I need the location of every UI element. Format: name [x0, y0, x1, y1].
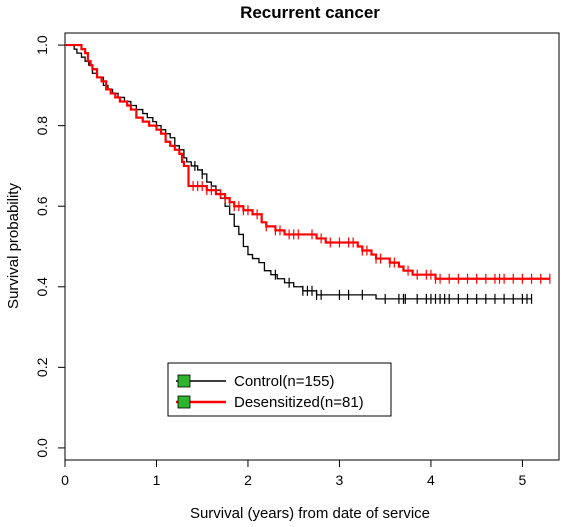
x-axis: 0 1 2 3 4 5: [61, 460, 527, 488]
y-tick-label: 1.0: [34, 35, 50, 55]
survival-curve-1: [65, 43, 550, 280]
y-axis-label: Survival probability: [5, 183, 22, 309]
chart-title: Recurrent cancer: [240, 3, 380, 22]
x-axis-label: Survival (years) from date of service: [190, 505, 430, 522]
legend-box: [167, 362, 392, 417]
y-axis: 0.0 0.2 0.4 0.6 0.8 1.0: [34, 35, 65, 458]
survival-curve-0: [65, 44, 532, 300]
y-tick-label: 0.4: [34, 277, 50, 297]
x-tick-label: 3: [336, 472, 344, 488]
x-tick-label: 1: [153, 472, 161, 488]
series-1: [65, 43, 551, 284]
legend-swatch-desensitized: [177, 395, 191, 409]
x-tick-label: 2: [244, 472, 252, 488]
legend: Control(n=155) Desensitized(n=81): [167, 362, 392, 417]
y-tick-label: 0.2: [34, 357, 50, 377]
y-tick-label: 0.6: [34, 196, 50, 216]
y-tick-label: 0.0: [34, 438, 50, 458]
legend-label-desensitized: Desensitized(n=81): [234, 394, 364, 411]
x-tick-label: 4: [427, 472, 435, 488]
series-layer: [65, 43, 551, 304]
plot-frame: [64, 32, 560, 461]
series-0: [65, 44, 533, 304]
y-tick-label: 0.8: [34, 116, 50, 136]
legend-label-control: Control(n=155): [234, 373, 334, 390]
x-tick-label: 5: [519, 472, 527, 488]
legend-swatch-control: [177, 374, 191, 388]
x-tick-label: 0: [61, 472, 69, 488]
